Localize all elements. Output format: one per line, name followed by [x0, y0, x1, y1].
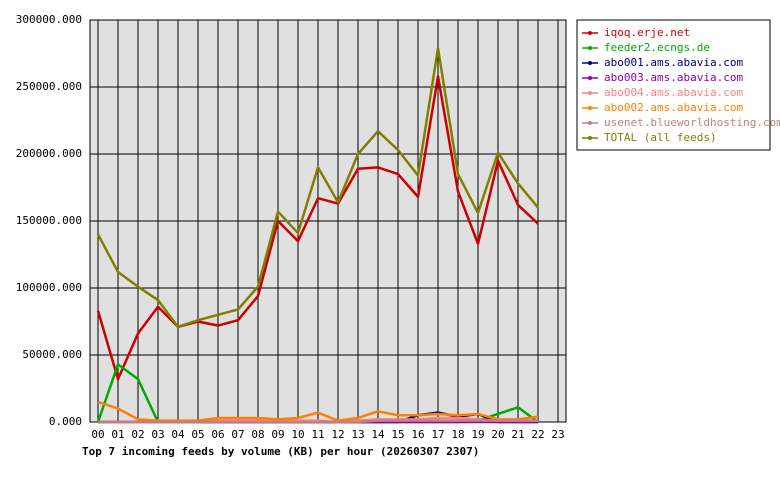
y-tick-label: 0.000 [49, 415, 82, 428]
x-tick-label: 02 [131, 428, 144, 441]
x-tick-label: 17 [431, 428, 444, 441]
x-tick-label: 20 [491, 428, 504, 441]
x-tick-label: 12 [331, 428, 344, 441]
y-tick-label: 250000.000 [16, 80, 82, 93]
series-line [96, 75, 539, 381]
y-tick-label: 200000.000 [16, 147, 82, 160]
legend-label: usenet.blueworldhosting.com [604, 116, 780, 129]
x-tick-label: 19 [471, 428, 484, 441]
x-tick-label: 06 [211, 428, 224, 441]
x-tick-label: 10 [291, 428, 304, 441]
legend-label: abo004.ams.abavia.com [604, 86, 743, 99]
x-tick-label: 08 [251, 428, 264, 441]
chart-title: Top 7 incoming feeds by volume (KB) per … [82, 445, 479, 458]
series-line [96, 46, 539, 329]
x-tick-label: 01 [111, 428, 124, 441]
x-tick-label: 18 [451, 428, 464, 441]
series-line [97, 400, 539, 422]
y-tick-label: 100000.000 [16, 281, 82, 294]
x-tick-label: 13 [351, 428, 364, 441]
x-tick-label: 11 [311, 428, 324, 441]
legend-label: feeder2.ecngs.de [604, 41, 710, 54]
x-tick-label: 14 [371, 428, 385, 441]
x-tick-label: 05 [191, 428, 204, 441]
y-tick-label: 300000.000 [16, 13, 82, 26]
x-tick-label: 09 [271, 428, 284, 441]
legend-marker [588, 106, 592, 110]
legend-label: abo001.ams.abavia.com [604, 56, 743, 69]
legend-marker [588, 76, 592, 80]
legend-marker [588, 91, 592, 95]
legend-label: abo002.ams.abavia.com [604, 101, 743, 114]
legend-label: iqoq.erje.net [604, 26, 690, 39]
x-tick-label: 03 [151, 428, 164, 441]
x-tick-label: 00 [91, 428, 104, 441]
y-tick-label: 150000.000 [16, 214, 82, 227]
legend-label: TOTAL (all feeds) [604, 131, 717, 144]
legend-marker [588, 136, 592, 140]
legend-box [576, 19, 771, 151]
x-tick-label: 15 [391, 428, 404, 441]
legend-marker [588, 31, 592, 35]
x-tick-label: 21 [511, 428, 524, 441]
series-line [98, 419, 538, 424]
legend-marker [588, 121, 592, 125]
x-tick-label: 16 [411, 428, 424, 441]
x-tick-label: 04 [171, 428, 185, 441]
x-tick-label: 22 [531, 428, 544, 441]
legend-marker [588, 46, 592, 50]
x-tick-label: 07 [231, 428, 244, 441]
legend-label: abo003.ams.abavia.com [604, 71, 743, 84]
y-tick-label: 50000.000 [22, 348, 82, 361]
legend-marker [588, 61, 592, 65]
x-tick-label: 23 [551, 428, 564, 441]
